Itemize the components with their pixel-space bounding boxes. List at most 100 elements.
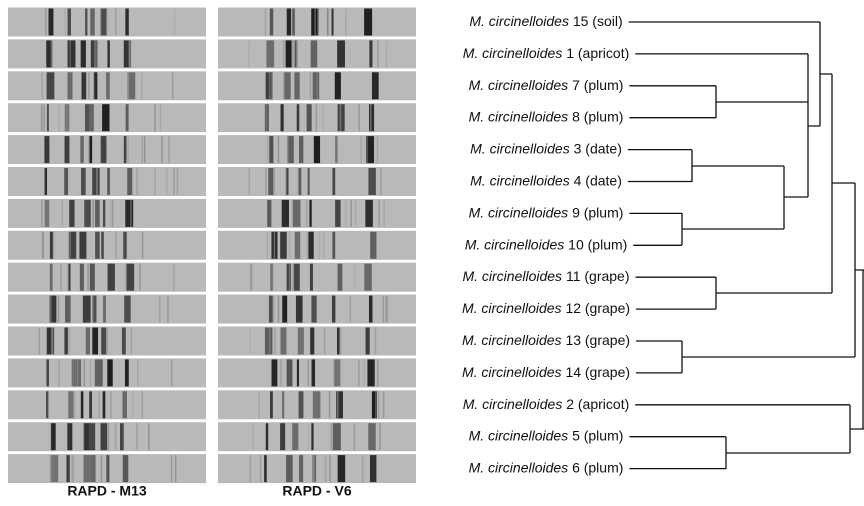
gel-band	[282, 40, 285, 68]
gel-band	[296, 104, 300, 132]
gel-band	[273, 168, 275, 195]
leaf-label: M. circinelloides 15 (soil)	[469, 13, 622, 29]
gel-band	[323, 327, 326, 355]
gel-band	[309, 263, 313, 291]
gel-band	[46, 391, 49, 419]
gel-band	[335, 136, 338, 164]
gel-band	[89, 263, 95, 291]
gel-band	[141, 391, 144, 419]
gel-band	[46, 72, 55, 100]
species-name: M. circinelloides	[469, 204, 569, 220]
gel-band	[161, 136, 163, 164]
gel-band	[93, 72, 95, 100]
gel-band	[89, 136, 93, 164]
gel-band	[314, 8, 316, 36]
gel-band	[124, 263, 127, 291]
gel-band	[83, 423, 91, 451]
gel-band	[95, 40, 98, 68]
gel-band	[292, 40, 294, 68]
gel-band	[82, 295, 91, 323]
gel-band	[266, 136, 269, 164]
gel-band	[127, 168, 133, 195]
gel-band	[312, 72, 320, 100]
gel-band	[49, 295, 57, 323]
gel-lane	[218, 358, 416, 388]
gel-band	[69, 231, 71, 259]
gel-band	[339, 104, 342, 132]
gel-band	[331, 8, 334, 36]
gel-band	[294, 263, 300, 291]
species-name: M. circinelloides	[463, 396, 563, 412]
gel-band	[365, 327, 370, 355]
gel-band	[371, 391, 377, 419]
gel-band	[107, 359, 113, 387]
gel-band	[271, 359, 278, 387]
species-name: M. circinelloides	[462, 268, 562, 284]
gel-band	[368, 295, 373, 323]
gel-band	[270, 391, 273, 419]
gel-band	[377, 391, 380, 419]
gel-band	[292, 199, 301, 227]
gel-lane	[218, 454, 416, 484]
gel-band	[73, 391, 76, 419]
gel-band	[143, 136, 146, 164]
gel-band	[64, 8, 66, 36]
gel-band	[315, 104, 318, 132]
gel-band	[288, 263, 291, 291]
gel-band	[168, 136, 170, 164]
leaf-labels: M. circinelloides 15 (soil)M. circinello…	[462, 13, 850, 475]
gel-band	[361, 455, 364, 483]
gel-band	[339, 327, 342, 355]
gel-band	[286, 455, 293, 483]
leaf-label: M. circinelloides 3 (date)	[470, 140, 622, 156]
gel-band	[107, 423, 110, 451]
gel-band	[71, 455, 73, 483]
gel-band	[123, 136, 127, 164]
gel-band	[44, 168, 48, 195]
gel-band	[128, 40, 131, 68]
gel-band	[139, 263, 141, 291]
gel-band	[264, 455, 267, 483]
gel-band	[380, 168, 382, 195]
gel-band	[141, 136, 143, 164]
gel-band	[264, 327, 273, 355]
gel-band	[68, 263, 71, 291]
gel-band	[368, 168, 376, 195]
gel-band	[80, 40, 86, 68]
gel-band	[382, 295, 384, 323]
leaf-label: M. circinelloides 13 (grape)	[462, 332, 630, 348]
gel-band	[65, 295, 71, 323]
gel-band	[127, 136, 129, 164]
gel-band	[286, 359, 293, 387]
gel-band	[264, 8, 267, 36]
gel-band	[368, 423, 376, 451]
gel-band	[125, 104, 129, 132]
gel-band	[307, 423, 310, 451]
gel-band	[353, 423, 356, 451]
gel-band	[87, 263, 89, 291]
gel-band	[272, 263, 275, 291]
gel-band	[385, 295, 387, 323]
gel-band	[83, 455, 91, 483]
gel-band	[298, 168, 302, 195]
gel-band	[311, 423, 314, 451]
strain-name: 7 (plum)	[572, 77, 623, 93]
gel-band	[83, 359, 86, 387]
gel-band	[265, 104, 267, 132]
gel-band	[100, 8, 102, 36]
gel-band	[317, 8, 319, 36]
gel-band	[69, 40, 71, 68]
gel-band	[50, 295, 52, 323]
gel-band	[170, 455, 173, 483]
strain-name: 5 (plum)	[572, 427, 623, 443]
gel-lane	[8, 39, 206, 69]
gel-band	[329, 455, 331, 483]
species-name: M. circinelloides	[469, 13, 569, 29]
gel-band	[280, 359, 282, 387]
gel-band	[88, 423, 96, 451]
gel-band	[72, 455, 75, 483]
gel-band	[313, 455, 315, 483]
gel-band	[48, 8, 54, 36]
gel-band	[337, 455, 346, 483]
